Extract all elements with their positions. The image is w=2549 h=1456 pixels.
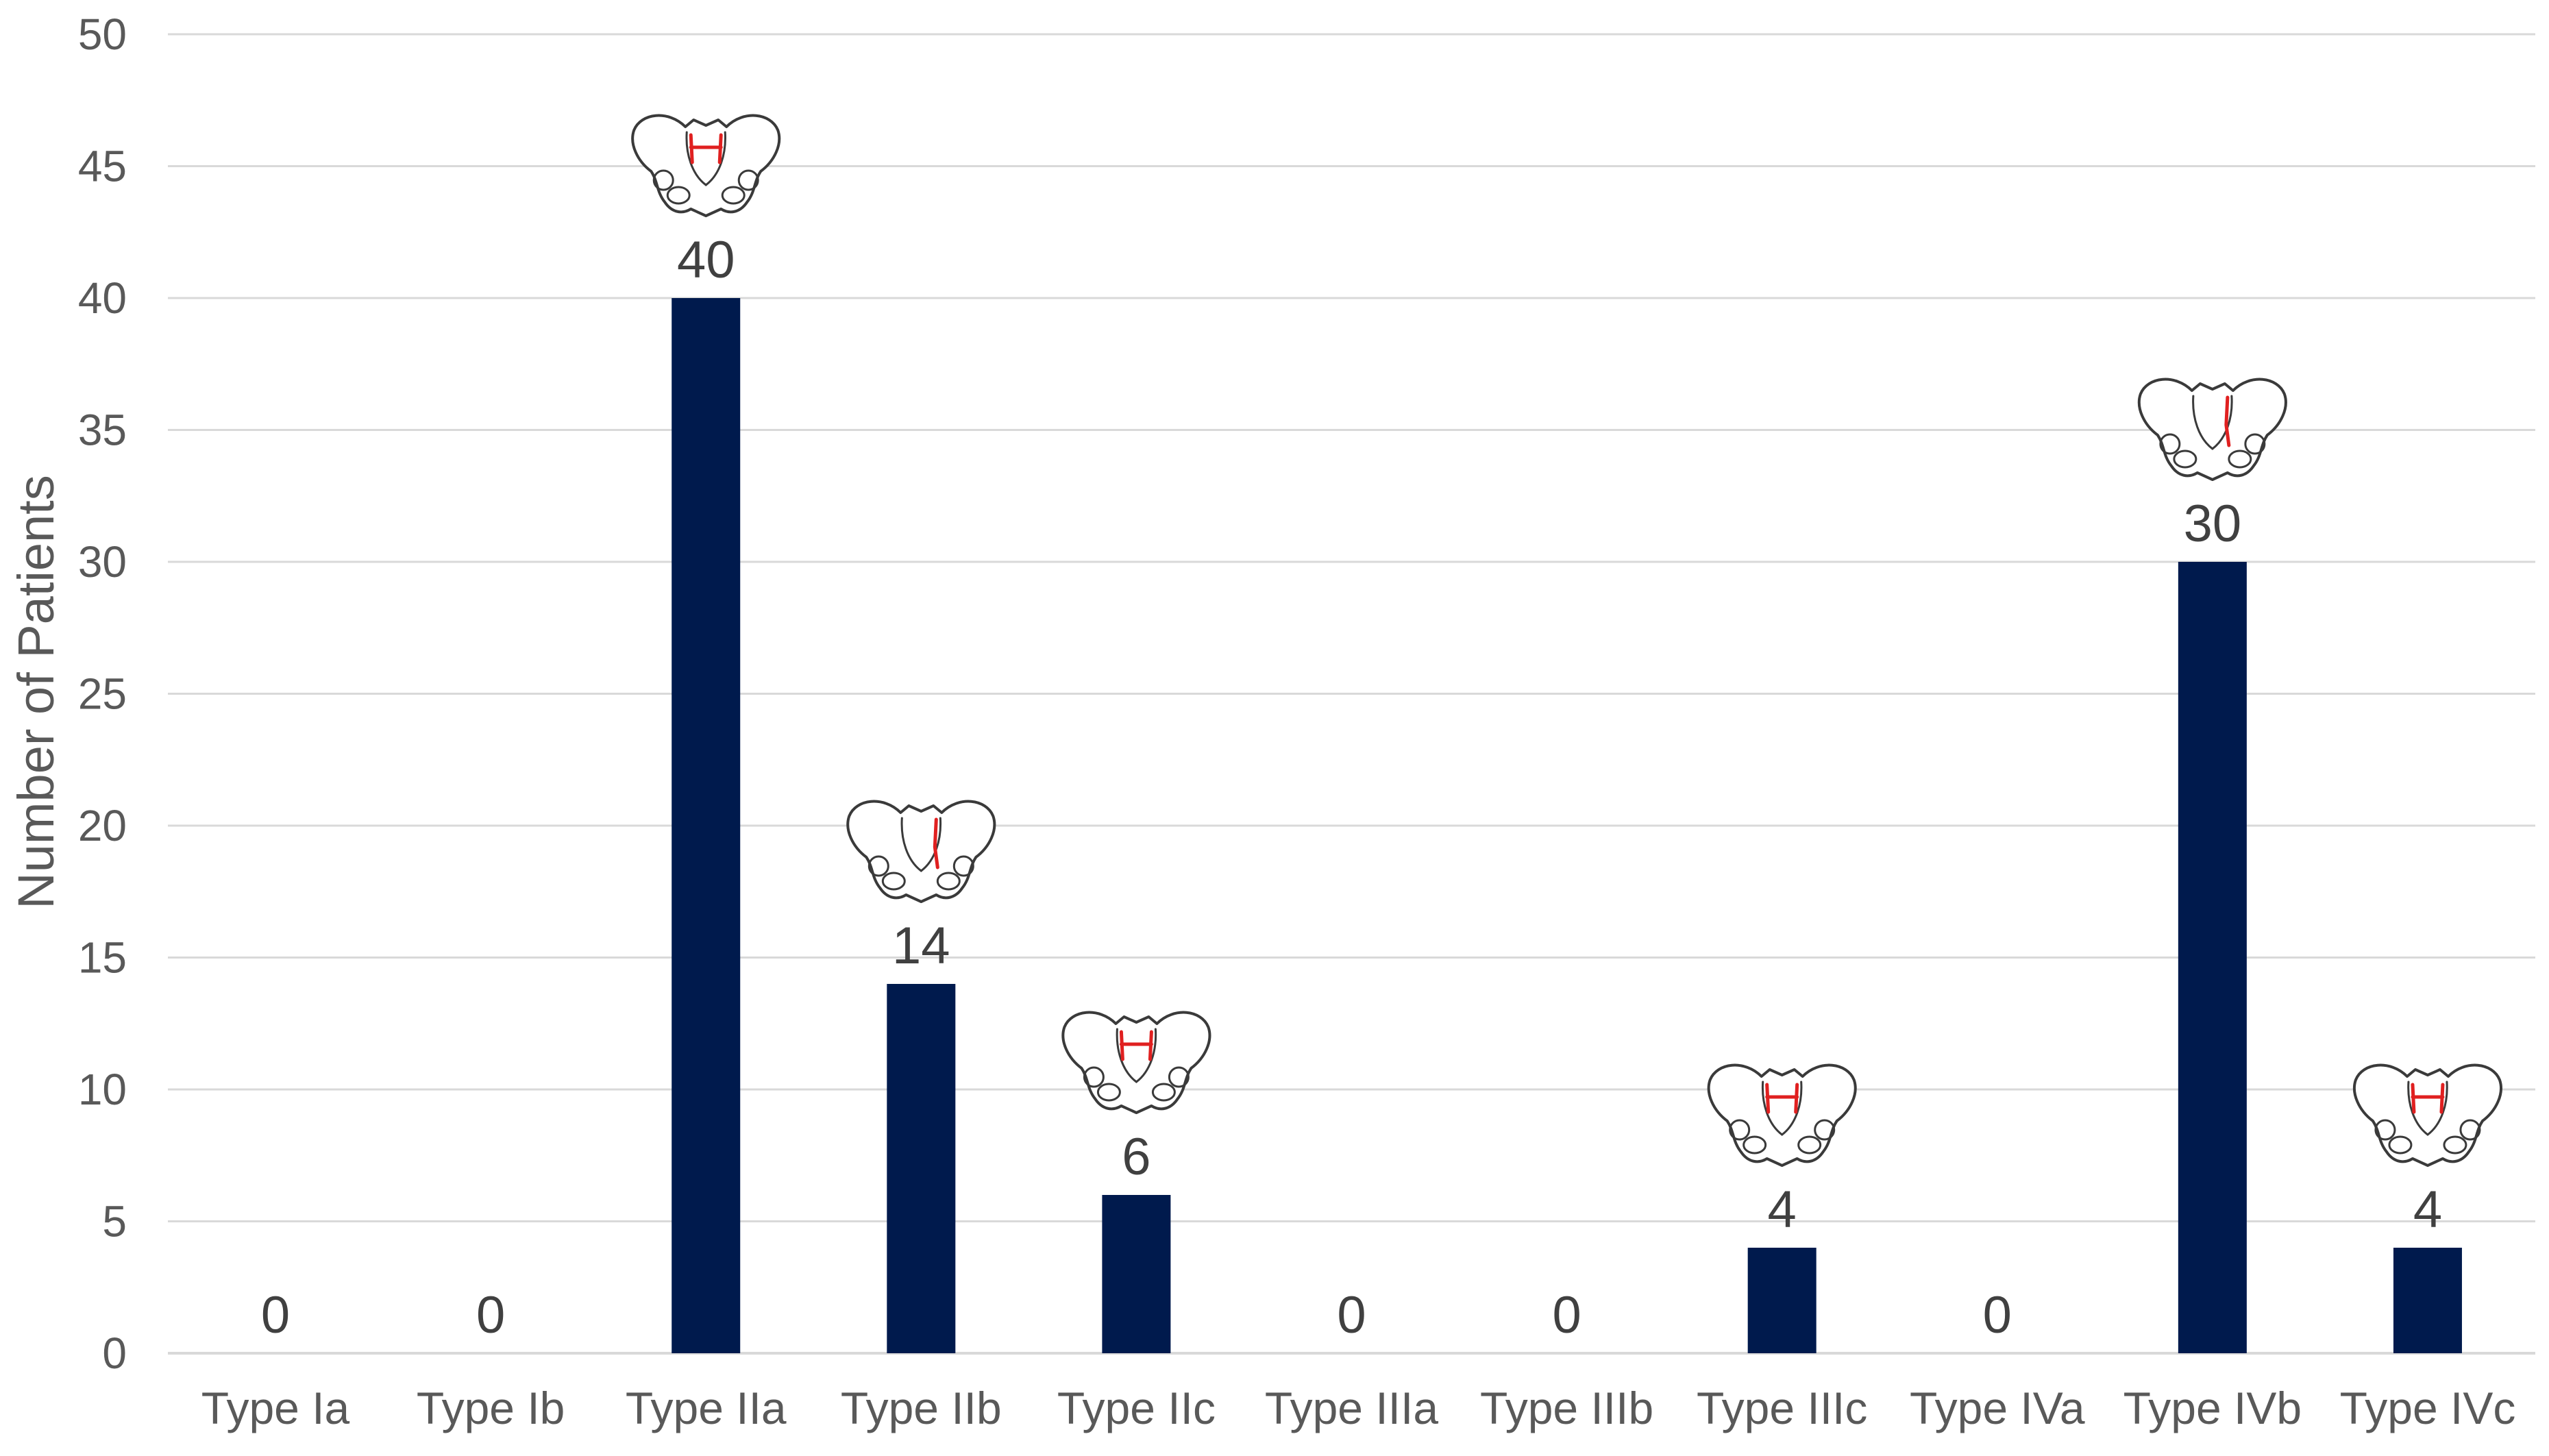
x-tick-label: Type IIc (1057, 1383, 1216, 1433)
y-tick-label: 40 (78, 273, 127, 323)
pelvis-outline (1061, 1011, 1211, 1114)
acetabulum (1729, 1119, 1751, 1141)
x-tick-label: Type Ia (201, 1383, 350, 1433)
data-label: 30 (2184, 495, 2242, 553)
sacrum-outline (2407, 1081, 2448, 1136)
y-tick-label: 35 (78, 406, 127, 455)
x-tick-label: Type IIa (626, 1383, 787, 1433)
obturator-ring (666, 186, 691, 205)
data-label: 40 (677, 231, 735, 289)
pelvis-outline (846, 800, 996, 903)
x-tick-label: Type IIIc (1697, 1383, 1867, 1433)
fracture-line (1765, 1083, 1799, 1114)
x-axis-ticks: Type Ia Type Ib Type IIa Type IIb Type IIc Ty… (201, 1383, 2516, 1433)
data-label: 4 (1768, 1181, 1797, 1239)
pelvis-icon (846, 800, 996, 903)
pelvis-icon (2352, 1063, 2502, 1167)
bar (672, 298, 741, 1353)
data-label: 6 (1122, 1128, 1150, 1186)
acetabulum (867, 855, 889, 877)
pelvis-icon (2137, 378, 2287, 481)
data-label: 0 (1983, 1286, 2012, 1344)
y-axis-ticks: 0 5 10 15 20 25 30 35 40 45 50 (78, 10, 127, 1378)
fracture-line (933, 817, 939, 869)
pelvis-outline (631, 114, 781, 217)
acetabulum (1083, 1066, 1105, 1088)
sacrum-outline (1761, 1081, 1803, 1136)
fracture-line (689, 133, 723, 164)
bars (672, 298, 2462, 1353)
fracture-line (2224, 395, 2231, 447)
data-label: 14 (892, 917, 950, 975)
y-tick-label: 20 (78, 801, 127, 850)
sacrum-outline (685, 131, 726, 186)
x-tick-label: Type IIIb (1480, 1383, 1653, 1433)
data-label: 0 (476, 1286, 505, 1344)
obturator-ring (881, 872, 906, 891)
data-label: 0 (1552, 1286, 1581, 1344)
acetabulum (737, 169, 759, 191)
acetabulum (2244, 433, 2266, 455)
y-tick-label: 50 (78, 10, 127, 59)
y-tick-label: 15 (78, 933, 127, 983)
fracture-line (1119, 1030, 1153, 1061)
acetabulum (952, 855, 974, 877)
obturator-ring (1096, 1083, 1121, 1102)
sacrum-outline (1116, 1028, 1157, 1083)
pelvis-icons (631, 114, 2502, 1167)
obturator-ring (2228, 449, 2252, 469)
x-tick-label: Type IIIa (1265, 1383, 1438, 1433)
sacrum-outline (900, 817, 942, 872)
obturator-ring (2388, 1135, 2413, 1155)
data-label: 0 (261, 1286, 290, 1344)
pelvis-icon (1061, 1011, 1211, 1114)
y-tick-label: 5 (102, 1197, 127, 1246)
y-tick-label: 30 (78, 537, 127, 587)
y-tick-label: 0 (102, 1329, 127, 1378)
acetabulum (1814, 1119, 1836, 1141)
fracture-line (2411, 1083, 2445, 1114)
x-tick-label: Type Ib (417, 1383, 565, 1433)
x-tick-label: Type IVa (1910, 1383, 2085, 1433)
obturator-ring (1743, 1135, 1767, 1155)
pelvis-outline (1707, 1063, 1857, 1167)
acetabulum (652, 169, 674, 191)
pelvis-outline (2352, 1063, 2502, 1167)
obturator-ring (1797, 1135, 1822, 1155)
obturator-ring (2173, 449, 2197, 469)
acetabulum (2459, 1119, 2481, 1141)
obturator-ring (2443, 1135, 2467, 1155)
x-tick-label: Type IIb (841, 1383, 1002, 1433)
bar (1102, 1195, 1171, 1353)
pelvis-icon (631, 114, 781, 217)
obturator-ring (721, 186, 746, 205)
bar (2393, 1248, 2462, 1353)
data-label: 4 (2413, 1181, 2442, 1239)
pelvis-icon (1707, 1063, 1857, 1167)
obturator-ring (936, 872, 961, 891)
y-tick-label: 25 (78, 669, 127, 719)
x-tick-label: Type IVb (2123, 1383, 2302, 1433)
bar (1747, 1248, 1817, 1353)
acetabulum (2159, 433, 2181, 455)
acetabulum (1168, 1066, 1190, 1088)
y-tick-label: 10 (78, 1065, 127, 1114)
sacrum-outline (2192, 395, 2233, 450)
x-tick-label: Type IVc (2340, 1383, 2516, 1433)
y-tick-label: 45 (78, 142, 127, 191)
gridlines (168, 33, 2535, 1355)
data-label: 0 (1337, 1286, 1366, 1344)
bar (887, 984, 956, 1353)
acetabulum (2374, 1119, 2396, 1141)
bar (2178, 562, 2247, 1353)
obturator-ring (1151, 1083, 1176, 1102)
pelvis-outline (2137, 378, 2287, 481)
y-axis-label: Number of Patients (8, 475, 64, 909)
